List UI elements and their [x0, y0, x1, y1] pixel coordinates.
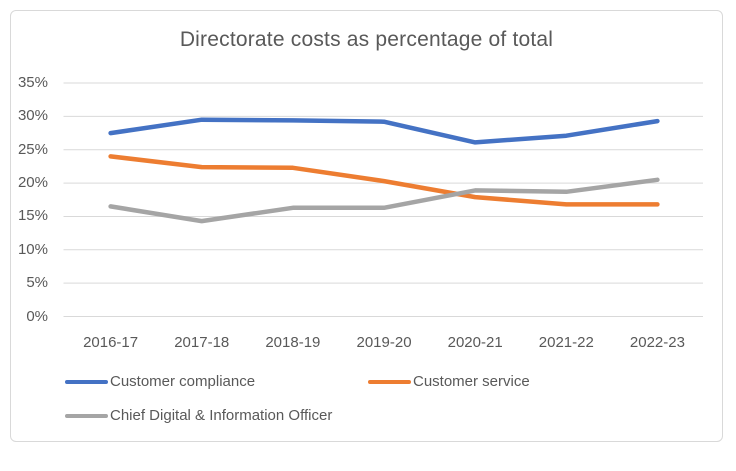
legend-item-customer-service[interactable]: Customer service [368, 373, 530, 391]
x-tick-label: 2019-20 [356, 334, 412, 351]
y-tick-label: 15% [17, 207, 48, 225]
x-tick-label: 2018-19 [265, 334, 321, 351]
chart-title: Directorate costs as percentage of total [179, 28, 554, 51]
legend-line-marker-icon [65, 413, 108, 419]
legend-label: Customer compliance [110, 373, 256, 390]
x-tick-label: 2021-22 [538, 334, 594, 351]
legend-item-customer-compliance[interactable]: Customer compliance [65, 373, 255, 391]
x-tick-label: 2020-21 [447, 334, 503, 351]
series-line-customer-compliance [108, 117, 660, 145]
legend-item-chief-digital-information-officer[interactable]: Chief Digital & Information Officer [65, 407, 332, 425]
chart-frame [10, 10, 723, 442]
x-tick-label: 2017-18 [174, 334, 230, 351]
y-tick-label: 5% [26, 274, 48, 292]
x-tick-label: 2016-17 [83, 334, 139, 351]
series-line-customer-service [108, 154, 660, 207]
y-tick-label: 10% [17, 240, 48, 258]
legend-label: Customer service [413, 373, 530, 390]
x-tick-label: 2022-23 [629, 334, 685, 351]
legend-line-marker-icon [65, 379, 108, 385]
y-tick-label: 20% [17, 174, 48, 192]
legend-line-marker-icon [368, 379, 411, 385]
legend-label: Chief Digital & Information Officer [110, 407, 333, 424]
y-tick-label: 0% [26, 307, 48, 325]
series-line-chief-digital-information-officer [108, 177, 660, 224]
y-tick-label: 35% [17, 74, 48, 92]
y-tick-label: 25% [17, 140, 48, 158]
y-tick-label: 30% [17, 107, 48, 125]
